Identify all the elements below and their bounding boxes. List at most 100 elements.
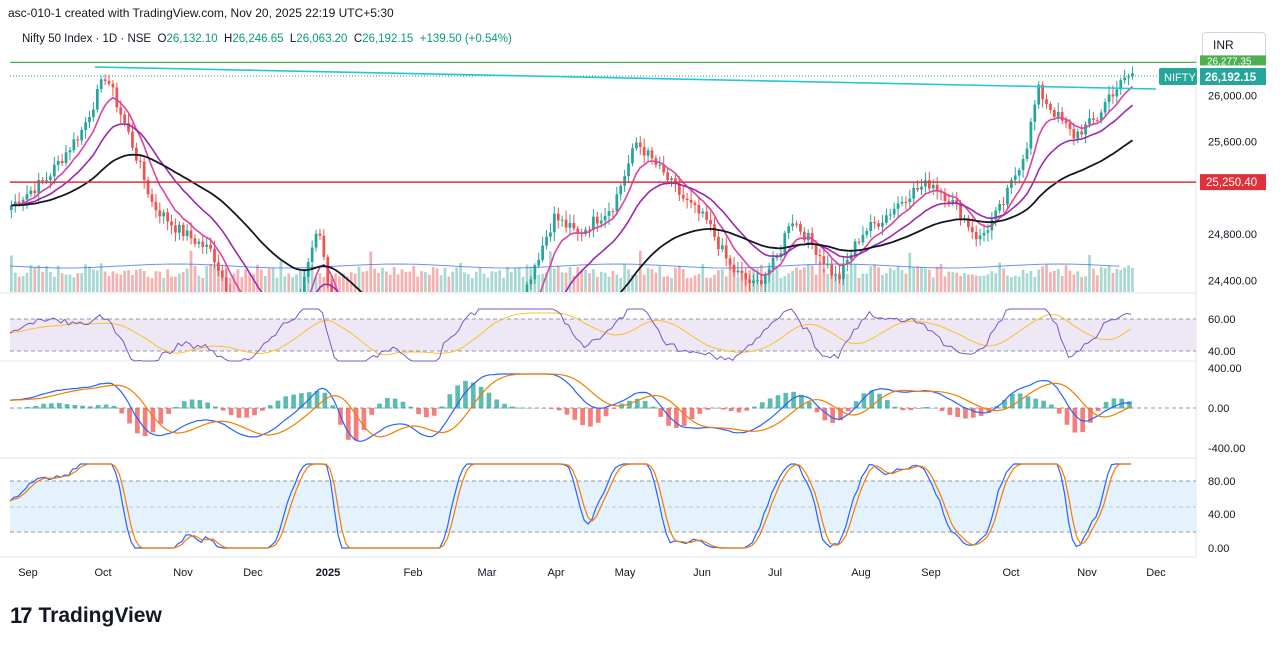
macd-histogram-bar	[564, 408, 570, 415]
candle-body	[658, 164, 662, 166]
candle-body	[908, 198, 912, 203]
volume-bar	[701, 264, 705, 292]
candle-body	[748, 279, 752, 284]
volume-bar	[478, 267, 482, 292]
macd-histogram-bar	[1049, 404, 1054, 409]
volume-bar	[64, 274, 68, 292]
volume-bar	[662, 276, 666, 292]
volume-bar	[877, 267, 880, 292]
nifty-tag-label: NIFTY	[1164, 72, 1196, 84]
volume-bar	[549, 251, 552, 292]
volume-bar	[857, 277, 861, 292]
close-value: 26,192.15	[362, 33, 414, 45]
time-axis-label: Aug	[851, 567, 871, 579]
volume-bar	[181, 271, 185, 292]
volume-bar	[474, 271, 478, 292]
volume-bar	[674, 267, 677, 292]
resistance-tag-label: 26,277.35	[1207, 56, 1252, 67]
volume-bar	[572, 275, 576, 292]
volume-bar	[713, 274, 716, 292]
macd-histogram-bar	[955, 408, 960, 417]
candle-body	[670, 178, 673, 180]
symbol-name[interactable]: Nifty 50 Index · 1D · NSE	[22, 33, 152, 45]
volume-bar	[283, 276, 287, 292]
macd-histogram-bar	[314, 390, 320, 409]
volume-bar	[900, 270, 904, 292]
candle-body	[970, 227, 974, 233]
volume-bar	[853, 264, 857, 292]
candle-body	[217, 262, 220, 271]
volume-bar	[342, 273, 345, 292]
candle-body	[881, 222, 884, 227]
candle-body	[405, 466, 408, 480]
price-pane	[10, 66, 1134, 556]
volume-bar	[537, 274, 541, 292]
candle-body	[1029, 121, 1033, 149]
candle-body	[432, 549, 435, 556]
volume-bar	[892, 270, 896, 292]
macd-histogram-bar	[25, 406, 31, 409]
volume-bar	[443, 267, 447, 292]
candle-body	[677, 184, 681, 195]
macd-histogram-bar	[291, 394, 296, 409]
time-axis-label: Oct	[94, 567, 111, 579]
volume-bar	[431, 267, 435, 292]
candle-body	[592, 216, 595, 231]
macd-histogram-bar	[556, 408, 562, 411]
macd-histogram-bar	[595, 408, 601, 423]
volume-bar	[545, 272, 548, 292]
volume-bar	[427, 274, 431, 292]
volume-bar	[56, 265, 60, 292]
candle-body	[861, 234, 865, 243]
candle-body	[830, 264, 834, 276]
candle-body	[1041, 84, 1044, 100]
macd-histogram-bar	[72, 404, 78, 409]
macd-histogram-bar	[1103, 401, 1109, 409]
volume-bar	[908, 252, 912, 292]
macd-histogram-bar	[103, 404, 109, 409]
candle-body	[1056, 111, 1060, 117]
candle-body	[1127, 76, 1130, 78]
volume-bar	[1010, 277, 1013, 292]
candle-body	[681, 194, 685, 199]
candle-body	[1115, 89, 1119, 97]
volume-bar	[72, 277, 76, 292]
volume-bar	[1033, 276, 1037, 292]
candle-body	[346, 354, 349, 357]
volume-bar	[1013, 275, 1017, 292]
volume-bar	[345, 276, 349, 292]
candle-body	[994, 210, 998, 220]
volume-bar	[658, 266, 662, 292]
currency-selector[interactable]: INR	[1202, 32, 1266, 58]
volume-bar	[963, 272, 966, 292]
candle-body	[10, 205, 13, 211]
open-value: 26,132.10	[166, 33, 218, 45]
macd-histogram-bar	[1025, 396, 1031, 409]
candle-body	[1002, 204, 1005, 206]
volume-bar	[568, 266, 572, 292]
candle-body	[424, 543, 427, 544]
volume-bar	[123, 270, 127, 292]
volume-bar	[361, 271, 365, 292]
candle-body	[732, 264, 736, 273]
volume-bar	[1095, 275, 1099, 292]
candle-body	[213, 248, 216, 263]
candle-body	[638, 142, 642, 147]
volume-bar	[470, 277, 474, 292]
volume-bar	[451, 271, 455, 292]
volume-bar	[642, 274, 646, 292]
volume-bar	[275, 277, 279, 292]
volume-bar	[244, 269, 248, 292]
time-axis-label: May	[615, 567, 636, 579]
volume-bar	[588, 273, 591, 292]
macd-histogram-bar	[236, 408, 242, 418]
volume-bar	[791, 270, 794, 292]
volume-bar	[1076, 271, 1080, 292]
macd-histogram-bar	[1111, 398, 1117, 409]
candle-body	[736, 270, 740, 273]
macd-histogram-bar	[869, 390, 875, 409]
volume-bar	[68, 274, 72, 292]
volume-bar	[955, 272, 959, 292]
candle-body	[381, 416, 384, 421]
